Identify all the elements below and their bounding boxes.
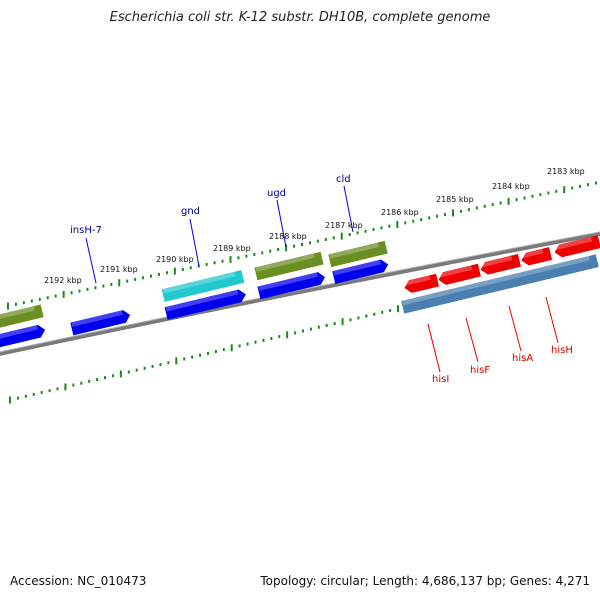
gene-label: hisH: [551, 345, 573, 356]
cds-blue-ugd: [257, 272, 326, 300]
gene-label: ugd: [267, 188, 286, 199]
feature-highlight: [162, 271, 236, 294]
feature-highlight: [480, 255, 513, 268]
cds-red-hisI: [403, 273, 440, 293]
gene-label: gnd: [181, 206, 200, 217]
kbp-label: 2191 kbp: [100, 265, 138, 274]
feature-body: [438, 263, 481, 285]
feature-highlight: [520, 248, 544, 259]
kbp-label: 2186 kbp: [381, 208, 419, 217]
kbp-label: 2192 kbp: [44, 276, 82, 285]
cds-blue-cld: [332, 259, 389, 284]
feature-highlight: [0, 306, 35, 324]
gene-leader-line: [189, 218, 200, 267]
ruler-ticks-top: [7, 181, 597, 310]
genome-summary-text: Topology: circular; Length: 4,686,137 bp…: [260, 574, 590, 588]
gene-olive-ugd: [254, 251, 324, 281]
feature-body: [0, 324, 46, 351]
cds-blue-gnd: [164, 289, 246, 320]
gene-leader-line: [465, 317, 479, 363]
gene-steel-his: [401, 254, 599, 314]
kbp-label: 2185 kbp: [436, 195, 474, 204]
cds-red-hisB: [520, 247, 553, 266]
feature-body: [257, 272, 326, 300]
gene-label: hisF: [470, 365, 490, 376]
gene-olive-left: [0, 304, 44, 332]
feature-body: [254, 251, 324, 281]
gene-features: [0, 235, 600, 351]
feature-body: [164, 289, 246, 320]
cds-blue-insH: [70, 310, 131, 336]
feature-body: [554, 235, 600, 258]
kbp-label: 2189 kbp: [213, 244, 251, 253]
feature-highlight: [165, 289, 239, 312]
feature-body: [332, 259, 389, 284]
kbp-label: 2187 kbp: [325, 221, 363, 230]
feature-highlight: [0, 325, 38, 343]
gene-leader-line: [85, 237, 97, 284]
cds-red-hisF: [438, 263, 481, 285]
feature-body: [70, 310, 131, 336]
accession-text: Accession: NC_010473: [10, 574, 147, 588]
gene-label: hisI: [432, 374, 449, 385]
map-title: Escherichia coli str. K-12 substr. DH10B…: [109, 10, 491, 25]
gene-leader-line: [427, 323, 441, 373]
gene-label: insH-7: [70, 225, 102, 236]
feature-highlight: [333, 259, 381, 276]
feature-body: [0, 304, 44, 332]
feature-highlight: [255, 253, 315, 272]
feature-highlight: [258, 272, 318, 291]
genome-backbone: [0, 231, 600, 356]
gene-olive-cld: [328, 240, 388, 268]
kbp-label: 2188 kbp: [269, 232, 307, 241]
gene-leader-line: [276, 199, 287, 248]
kbp-labels: 2192 kbp 2191 kbp 2190 kbp 2189 kbp 2188 kbp…: [44, 167, 585, 285]
gene-labels: insH-7 gnd ugd cld hisI hisF hisA hisH: [70, 174, 573, 385]
feature-highlight: [402, 255, 590, 306]
gene-leader-line: [343, 185, 354, 233]
cds-blue-left: [0, 324, 46, 351]
feature-body: [480, 254, 521, 275]
feature-highlight: [438, 265, 473, 278]
feature-body: [328, 240, 388, 268]
kbp-label: 2183 kbp: [547, 167, 585, 176]
kbp-label: 2184 kbp: [492, 182, 530, 191]
feature-highlight: [554, 236, 593, 251]
cds-red-hisH: [554, 235, 600, 258]
feature-highlight: [329, 242, 379, 259]
gene-leader-line: [545, 296, 559, 344]
feature-highlight: [403, 275, 431, 286]
kbp-label: 2190 kbp: [156, 255, 194, 264]
gene-label: cld: [336, 174, 351, 185]
gene-cyan-gnd: [161, 270, 245, 302]
feature-body: [161, 270, 245, 302]
feature-body: [521, 247, 553, 266]
gene-leader-line: [508, 305, 522, 352]
cds-red-hisA: [480, 254, 521, 275]
feature-body: [404, 273, 440, 293]
gene-label: hisA: [512, 353, 533, 364]
feature-highlight: [71, 310, 123, 327]
feature-body: [401, 254, 599, 314]
